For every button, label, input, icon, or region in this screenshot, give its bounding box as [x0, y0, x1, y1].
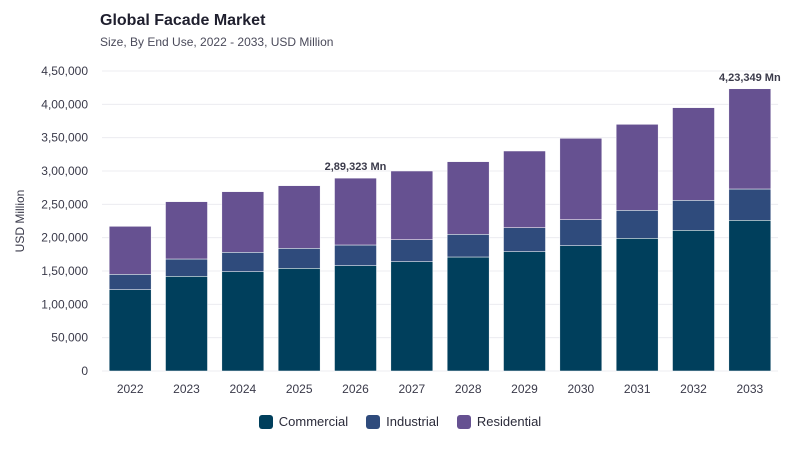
legend-item-industrial[interactable]: Industrial [366, 414, 439, 429]
legend-swatch [258, 414, 273, 429]
bar-industrial-2024 [221, 252, 265, 272]
x-tick-label: 2024 [229, 382, 256, 396]
bar-commercial-2025 [277, 268, 321, 372]
y-tick-label: 50,000 [51, 331, 88, 345]
legend-swatch [366, 414, 381, 429]
y-tick-label: 4,50,000 [41, 64, 88, 78]
x-tick-label: 2027 [398, 382, 425, 396]
bar-residential-2025 [277, 185, 321, 249]
y-tick-label: 1,00,000 [41, 297, 88, 311]
legend-label: Residential [476, 414, 542, 429]
legend: Commercial Industrial Residential [0, 414, 800, 429]
bar-commercial-2030 [559, 245, 603, 372]
x-tick-label: 2025 [286, 382, 313, 396]
legend-item-commercial[interactable]: Commercial [258, 414, 349, 429]
bar-industrial-2025 [277, 248, 321, 269]
chart-title: Global Facade Market [100, 12, 266, 29]
bar-industrial-2032 [672, 200, 715, 231]
chart-subtitle: Size, By End Use, 2022 - 2033, USD Milli… [100, 35, 334, 49]
bar-residential-2033 [728, 88, 772, 190]
total-annotation: 4,23,349 Mn [719, 72, 781, 84]
x-tick-label: 2030 [567, 382, 594, 396]
y-tick-label: 4,00,000 [41, 97, 88, 111]
bar-industrial-2030 [559, 219, 603, 246]
legend-swatch [456, 414, 471, 429]
y-tick-label: 2,00,000 [41, 231, 88, 245]
legend-label: Commercial [278, 414, 349, 429]
bar-industrial-2029 [503, 227, 546, 252]
bar-commercial-2026 [334, 265, 377, 372]
x-tick-label: 2022 [117, 382, 144, 396]
bar-industrial-2023 [165, 258, 208, 277]
legend-label: Industrial [386, 414, 439, 429]
x-tick-label: 2028 [455, 382, 482, 396]
bar-residential-2029 [503, 150, 546, 228]
bar-industrial-2031 [615, 210, 659, 239]
x-tick-label: 2026 [342, 382, 369, 396]
bar-residential-2031 [615, 124, 659, 211]
bar-commercial-2029 [503, 251, 546, 372]
y-axis-title: USD Million [13, 190, 27, 253]
bar-residential-2028 [446, 161, 490, 235]
bar-commercial-2022 [108, 289, 152, 372]
bar-residential-2032 [672, 107, 715, 201]
bar-industrial-2028 [446, 234, 490, 258]
bar-residential-2022 [108, 226, 152, 275]
bar-commercial-2028 [446, 256, 490, 372]
bar-commercial-2032 [672, 230, 715, 372]
x-tick-label: 2031 [624, 382, 651, 396]
legend-item-residential[interactable]: Residential [456, 414, 542, 429]
x-tick-label: 2029 [511, 382, 538, 396]
bar-commercial-2031 [615, 238, 659, 372]
bar-residential-2030 [559, 138, 603, 220]
bar-industrial-2027 [390, 239, 434, 262]
y-tick-label: 3,50,000 [41, 131, 88, 145]
y-tick-label: 0 [81, 364, 88, 378]
bar-residential-2027 [390, 170, 434, 240]
y-tick-label: 1,50,000 [41, 264, 88, 278]
bar-industrial-2022 [108, 274, 152, 290]
bar-industrial-2033 [728, 188, 772, 221]
y-tick-label: 3,00,000 [41, 164, 88, 178]
bar-industrial-2026 [334, 244, 377, 266]
bar-residential-2023 [165, 201, 208, 260]
total-annotation: 2,89,323 Mn [325, 161, 387, 173]
y-tick-label: 2,50,000 [41, 197, 88, 211]
x-tick-label: 2033 [736, 382, 763, 396]
x-tick-label: 2032 [680, 382, 707, 396]
bar-commercial-2033 [728, 220, 772, 372]
bar-residential-2026 [334, 177, 377, 246]
bar-commercial-2027 [390, 261, 434, 372]
bar-commercial-2024 [221, 271, 265, 372]
bar-commercial-2023 [165, 276, 208, 372]
x-tick-label: 2023 [173, 382, 200, 396]
bar-residential-2024 [221, 191, 265, 253]
stacked-bar-chart: 0 50,000 1,00,000 1,50,000 2,00,000 2,50,000 3… [13, 64, 781, 396]
